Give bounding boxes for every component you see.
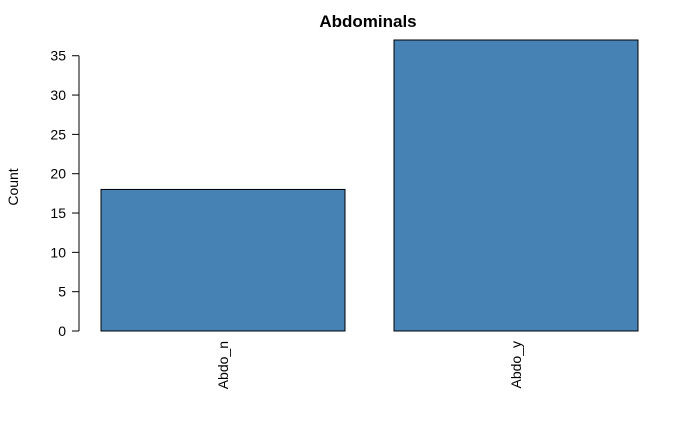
bar-abdo-n bbox=[100, 188, 346, 332]
x-tick-label: Abdo_n bbox=[215, 341, 231, 389]
bar-abdo-y bbox=[393, 39, 639, 332]
x-tick-label: Abdo_y bbox=[508, 341, 524, 388]
y-tick-label: 10 bbox=[50, 244, 66, 260]
y-tick-label: 30 bbox=[50, 87, 66, 103]
y-tick-label: 15 bbox=[50, 205, 66, 221]
bars bbox=[100, 39, 639, 332]
x-tick-labels: Abdo_n Abdo_y bbox=[215, 341, 524, 389]
chart-title: Abdominals bbox=[319, 12, 416, 31]
y-tick-label: 25 bbox=[50, 126, 66, 142]
y-axis-label: Count bbox=[5, 168, 21, 205]
y-tick-label: 35 bbox=[50, 48, 66, 64]
y-axis: 0 5 10 15 20 25 30 35 bbox=[50, 48, 80, 339]
y-tick-label: 5 bbox=[58, 284, 66, 300]
y-tick-label: 0 bbox=[58, 323, 66, 339]
y-tick-label: 20 bbox=[50, 166, 66, 182]
